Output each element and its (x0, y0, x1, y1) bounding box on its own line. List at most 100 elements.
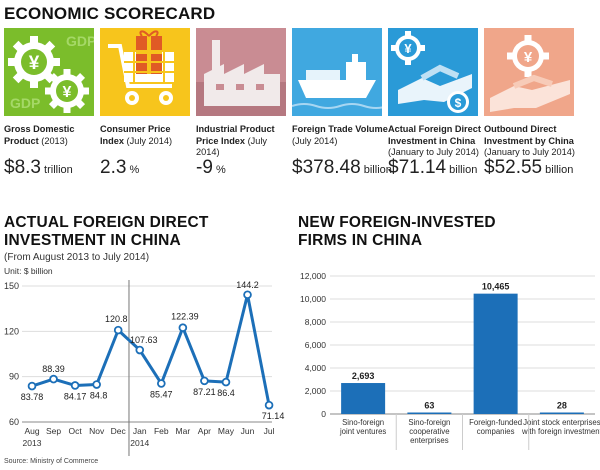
data-label: 85.47 (150, 390, 173, 400)
cargo-ship-icon (292, 28, 382, 116)
data-label: 122.39 (171, 312, 199, 322)
x-tick-label: with foreign investment (521, 427, 600, 436)
data-label: 107.63 (130, 335, 158, 345)
gdp-tile: GDP GDP ¥ ¥ (4, 28, 94, 116)
svg-text:¥: ¥ (524, 49, 533, 66)
odi-label: Outbound Direct Investment by China (Jan… (484, 124, 575, 157)
y-tick-label: 120 (4, 326, 19, 336)
x-tick-label: Jan (133, 426, 147, 436)
y-tick-label: 150 (4, 281, 19, 291)
y-tick-label: 8,000 (305, 317, 327, 327)
year-label: 2013 (23, 438, 42, 448)
data-label: 71.14 (262, 411, 285, 421)
y-tick-label: 0 (321, 409, 326, 419)
odi-tile: ¥ (484, 28, 574, 116)
x-tick-label: Jun (241, 426, 255, 436)
year-label: 2014 (130, 438, 149, 448)
data-label: 63 (424, 401, 434, 411)
x-tick-label: Foreign-funded (469, 418, 522, 427)
svg-text:¥: ¥ (63, 84, 72, 101)
x-tick-label: Sino-foreign (342, 418, 384, 427)
ppi-label: Industrial Product Price Index (July 201… (196, 124, 275, 157)
factory-icon (196, 28, 286, 116)
scorecard-title: ECONOMIC SCORECARD (4, 4, 216, 23)
data-point (200, 376, 209, 386)
y-tick-label: 90 (9, 372, 19, 382)
trade-label: Foreign Trade Volume (July 2014) (292, 124, 388, 146)
svg-text:GDP: GDP (66, 33, 94, 49)
svg-text:¥: ¥ (404, 41, 412, 56)
shopping-cart-icon (100, 28, 190, 116)
data-point (221, 377, 231, 387)
x-tick-label: Dec (111, 426, 127, 436)
trade-value: $378.48 billion (292, 157, 392, 178)
y-tick-label: 2,000 (305, 386, 327, 396)
y-tick-label: 4,000 (305, 363, 327, 373)
fdi-label: Actual Foreign Direct Investment in Chin… (388, 124, 481, 157)
handshake-coin-icon: ¥ (484, 28, 574, 116)
data-label: 84.8 (90, 391, 108, 401)
svg-text:$: $ (455, 96, 462, 110)
x-tick-label: Sino-foreign (408, 418, 450, 427)
y-tick-label: 60 (9, 417, 19, 427)
data-point (135, 345, 145, 355)
data-point (178, 323, 188, 333)
fdi-chart-unit: Unit: $ billion (4, 266, 53, 276)
data-point (243, 290, 252, 300)
firms-chart-title: NEW FOREIGN-INVESTED FIRMS IN CHINA (298, 214, 496, 249)
x-tick-label: Apr (198, 426, 211, 436)
data-label: 144.2 (236, 280, 259, 290)
x-tick-label: Sep (46, 426, 61, 436)
fdi-value: $71.14 billion (388, 157, 478, 178)
ppi-value: -9 % (196, 157, 226, 178)
x-tick-label: Nov (89, 426, 105, 436)
data-point (70, 381, 80, 390)
fdi-line-chart: 60 90 120 150 83.78 Aug 88.39 Sep 84.17 Oct 84.8 No… (4, 280, 285, 456)
data-label: 83.78 (21, 392, 44, 402)
data-point (264, 400, 274, 410)
x-tick-label: companies (477, 427, 515, 436)
data-label: 28 (557, 401, 567, 411)
cpi-value: 2.3 % (100, 157, 140, 178)
data-point (92, 380, 101, 389)
data-label: 2,693 (352, 371, 375, 381)
cpi-label: Consumer Price Index (July 2014) (100, 124, 173, 146)
y-tick-label: 10,000 (300, 294, 326, 304)
svg-text:¥: ¥ (29, 53, 40, 74)
fdi-tile: ¥ $ (388, 28, 478, 116)
x-tick-label: Jul (264, 426, 275, 436)
data-label: 88.39 (42, 364, 65, 374)
x-tick-label: Feb (154, 426, 169, 436)
x-tick-label: Joint stock enterprises (523, 418, 600, 427)
gdp-gears-icon: GDP GDP ¥ ¥ (4, 28, 94, 116)
bar (473, 293, 518, 414)
x-tick-label: cooperative (409, 427, 449, 436)
data-label: 87.21 (193, 387, 216, 397)
bar (539, 412, 584, 414)
gdp-label: Gross Domestic Product (2013) (4, 124, 75, 146)
data-label: 86.4 (217, 388, 235, 398)
handshake-coins-icon: ¥ $ (388, 28, 478, 116)
data-point (49, 374, 58, 384)
fdi-chart-subtitle: (From August 2013 to July 2014) (4, 252, 150, 263)
cpi-tile (100, 28, 190, 116)
x-tick-label: Oct (68, 426, 82, 436)
svg-text:GDP: GDP (10, 95, 40, 111)
data-label: 84.17 (64, 391, 87, 401)
data-point (113, 325, 123, 335)
data-label: 10,465 (482, 282, 510, 292)
x-tick-label: Mar (176, 426, 191, 436)
gdp-value: $8.3 trillion (4, 157, 73, 178)
data-point (27, 381, 37, 391)
source-note: Source: Ministry of Commerce (4, 458, 99, 465)
odi-value: $52.55 billion (484, 157, 574, 178)
data-point (157, 379, 166, 388)
x-tick-label: May (218, 426, 235, 436)
bar (341, 383, 386, 414)
y-tick-label: 6,000 (305, 340, 327, 350)
x-tick-label: enterprises (410, 436, 449, 445)
ppi-tile (196, 28, 286, 116)
y-tick-label: 12,000 (300, 271, 326, 281)
trade-tile (292, 28, 382, 116)
x-tick-label: Aug (24, 426, 39, 436)
